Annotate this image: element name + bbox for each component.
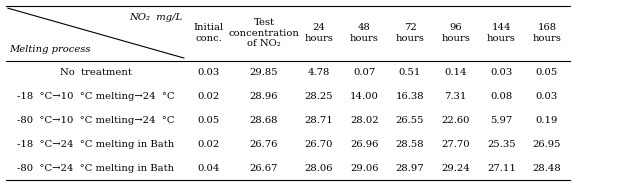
Text: 26.67: 26.67 <box>250 164 278 173</box>
Text: Test
concentration
of NO₂: Test concentration of NO₂ <box>229 18 299 48</box>
Text: 0.05: 0.05 <box>536 68 558 77</box>
Text: 28.58: 28.58 <box>396 140 424 149</box>
Text: 0.03: 0.03 <box>197 68 220 77</box>
Text: -80  °C→24  °C melting in Bath: -80 °C→24 °C melting in Bath <box>17 164 175 173</box>
Text: 28.06: 28.06 <box>304 164 333 173</box>
Text: No  treatment: No treatment <box>60 68 132 77</box>
Text: 27.11: 27.11 <box>487 164 515 173</box>
Text: 4.78: 4.78 <box>307 68 330 77</box>
Text: 0.19: 0.19 <box>536 116 558 125</box>
Text: -18  °C→24  °C melting in Bath: -18 °C→24 °C melting in Bath <box>17 140 175 149</box>
Text: 72
hours: 72 hours <box>396 23 424 43</box>
Text: 0.03: 0.03 <box>490 68 512 77</box>
Text: Melting process: Melting process <box>9 45 91 54</box>
Text: 0.04: 0.04 <box>197 164 220 173</box>
Text: 48
hours: 48 hours <box>350 23 379 43</box>
Text: 29.85: 29.85 <box>250 68 278 77</box>
Text: 26.55: 26.55 <box>396 116 424 125</box>
Text: 7.31: 7.31 <box>445 92 467 101</box>
Text: 29.24: 29.24 <box>442 164 470 173</box>
Text: 28.68: 28.68 <box>250 116 278 125</box>
Text: 16.38: 16.38 <box>396 92 424 101</box>
Text: 0.05: 0.05 <box>197 116 220 125</box>
Text: 28.71: 28.71 <box>304 116 333 125</box>
Text: 26.95: 26.95 <box>533 140 561 149</box>
Text: 28.02: 28.02 <box>350 116 379 125</box>
Text: 29.06: 29.06 <box>350 164 379 173</box>
Text: 28.97: 28.97 <box>396 164 424 173</box>
Text: 28.96: 28.96 <box>250 92 278 101</box>
Text: 26.76: 26.76 <box>250 140 278 149</box>
Text: 26.70: 26.70 <box>304 140 333 149</box>
Text: 0.51: 0.51 <box>399 68 421 77</box>
Text: 14.00: 14.00 <box>350 92 379 101</box>
Text: 28.48: 28.48 <box>533 164 561 173</box>
Text: 22.60: 22.60 <box>442 116 470 125</box>
Text: 0.07: 0.07 <box>353 68 376 77</box>
Text: 24
hours: 24 hours <box>304 23 333 43</box>
Text: 0.03: 0.03 <box>536 92 558 101</box>
Text: 26.96: 26.96 <box>350 140 379 149</box>
Text: 25.35: 25.35 <box>487 140 515 149</box>
Text: 144
hours: 144 hours <box>487 23 515 43</box>
Text: 0.14: 0.14 <box>445 68 467 77</box>
Text: NO₂  mg/L: NO₂ mg/L <box>130 13 183 22</box>
Text: 28.25: 28.25 <box>304 92 333 101</box>
Text: Initial
conc.: Initial conc. <box>194 23 224 43</box>
Text: -80  °C→10  °C melting→24  °C: -80 °C→10 °C melting→24 °C <box>17 116 175 125</box>
Text: 168
hours: 168 hours <box>532 23 561 43</box>
Text: -18  °C→10  °C melting→24  °C: -18 °C→10 °C melting→24 °C <box>17 92 175 101</box>
Text: 0.08: 0.08 <box>490 92 512 101</box>
Text: 27.70: 27.70 <box>442 140 470 149</box>
Text: 0.02: 0.02 <box>197 140 220 149</box>
Text: 0.02: 0.02 <box>197 92 220 101</box>
Text: 5.97: 5.97 <box>490 116 512 125</box>
Text: 96
hours: 96 hours <box>441 23 470 43</box>
